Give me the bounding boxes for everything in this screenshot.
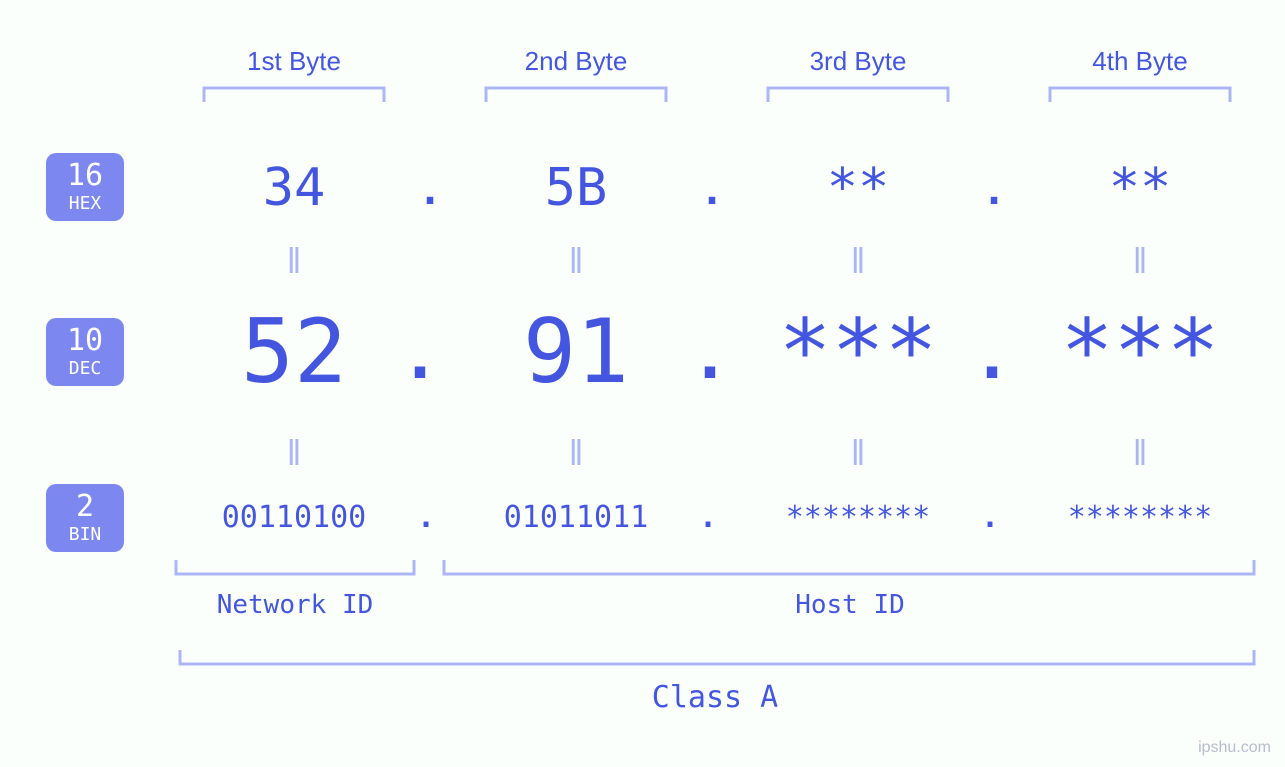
watermark: ipshu.com (1198, 739, 1271, 757)
hex-byte-4: ** (1020, 158, 1260, 218)
dec-byte-1: 52 (174, 300, 414, 403)
dec-dot-2: . (690, 320, 730, 394)
bin-dot-3: . (980, 500, 1000, 535)
dec-dot-3: . (972, 320, 1012, 394)
diagram-root: 1st Byte 2nd Byte 3rd Byte 4th Byte 16 H… (0, 0, 1285, 767)
class-bracket (180, 650, 1254, 668)
eq-2-2: ǁ (556, 432, 596, 474)
bin-byte-3: ******** (738, 500, 978, 535)
byte-label-1: 1st Byte (234, 46, 354, 77)
bin-byte-1: 00110100 (174, 500, 414, 535)
badge-dec-label: DEC (46, 358, 124, 380)
class-label: Class A (600, 680, 830, 715)
hex-byte-3: ** (738, 158, 978, 218)
badge-bin: 2 BIN (46, 484, 124, 552)
hex-byte-2: 5B (456, 158, 696, 218)
host-bracket (444, 560, 1254, 578)
bin-byte-4: ******** (1020, 500, 1260, 535)
badge-dec: 10 DEC (46, 318, 124, 386)
byte-label-3: 3rd Byte (798, 46, 918, 77)
top-bracket-3 (768, 88, 948, 106)
host-id-label: Host ID (760, 590, 940, 620)
badge-bin-label: BIN (46, 524, 124, 546)
eq-1-4: ǁ (1120, 240, 1160, 282)
byte-label-4: 4th Byte (1080, 46, 1200, 77)
bin-dot-1: . (416, 500, 436, 535)
byte-label-2: 2nd Byte (516, 46, 636, 77)
eq-1-2: ǁ (556, 240, 596, 282)
network-id-label: Network ID (200, 590, 390, 620)
hex-dot-2: . (697, 168, 727, 214)
eq-1-1: ǁ (274, 240, 314, 282)
badge-hex: 16 HEX (46, 153, 124, 221)
dec-byte-3: *** (738, 300, 978, 403)
dec-byte-2: 91 (456, 300, 696, 403)
badge-hex-base: 16 (46, 161, 124, 191)
badge-dec-base: 10 (46, 326, 124, 356)
top-bracket-1 (204, 88, 384, 106)
badge-hex-label: HEX (46, 193, 124, 215)
eq-2-4: ǁ (1120, 432, 1160, 474)
top-bracket-2 (486, 88, 666, 106)
network-bracket (176, 560, 414, 578)
top-bracket-4 (1050, 88, 1230, 106)
hex-dot-1: . (415, 168, 445, 214)
bin-dot-2: . (698, 500, 718, 535)
dec-byte-4: *** (1020, 300, 1260, 403)
eq-2-1: ǁ (274, 432, 314, 474)
eq-1-3: ǁ (838, 240, 878, 282)
hex-byte-1: 34 (174, 158, 414, 218)
dec-dot-1: . (400, 320, 440, 394)
eq-2-3: ǁ (838, 432, 878, 474)
badge-bin-base: 2 (46, 492, 124, 522)
hex-dot-3: . (979, 168, 1009, 214)
bin-byte-2: 01011011 (456, 500, 696, 535)
